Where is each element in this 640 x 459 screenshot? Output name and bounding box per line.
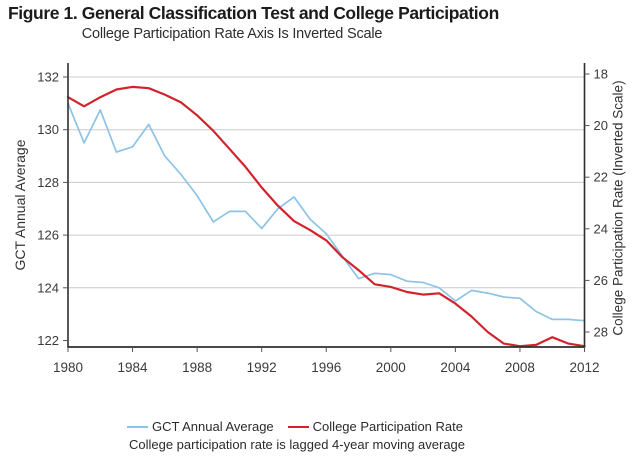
legend-label-gct: GCT Annual Average (152, 419, 274, 434)
x-axis-tick-label: 2004 (440, 360, 471, 375)
x-axis-tick-label: 1996 (311, 360, 341, 375)
right-axis-tick-label: 18 (594, 67, 608, 82)
x-axis-tick-label: 2000 (376, 360, 406, 375)
chart-footnote: College participation rate is lagged 4-y… (128, 437, 466, 452)
left-axis-tick-label: 124 (37, 280, 59, 295)
gct-series-line (67, 102, 586, 322)
figure-title: Figure 1. General Classification Test an… (8, 3, 499, 23)
left-axis-tick-label: 132 (37, 70, 59, 85)
left-axis-tick-label: 130 (37, 122, 59, 137)
cpr-series-line (66, 85, 586, 348)
right-axis-tick-label: 28 (594, 325, 608, 340)
legend-item-gct: GCT Annual Average (127, 419, 274, 434)
chart-canvas: 122 124 126 128 130 132 18 20 22 24 26 28 1980 1984 19… (37, 63, 608, 375)
cpr-line-swatch (287, 425, 309, 428)
x-axis-tick-label: 1984 (118, 360, 149, 375)
left-axis-tick-label: 122 (37, 333, 59, 348)
right-axis-tick-label: 26 (594, 273, 608, 288)
left-axis-tick-label: 126 (37, 228, 59, 243)
x-axis-tick-label: 2012 (569, 360, 599, 375)
x-axis-tick-label: 1992 (247, 360, 277, 375)
x-axis-tick-label: 1988 (182, 360, 212, 375)
right-axis-tick-label: 22 (594, 170, 608, 185)
figure-subtitle: College Participation Rate Axis Is Inver… (81, 26, 383, 42)
chart-legend: GCT Annual Average College Participation… (0, 419, 590, 434)
right-axis-tick-label: 24 (594, 221, 608, 236)
x-axis-tick-label: 2008 (505, 360, 535, 375)
x-axis-tick-label: 1980 (53, 360, 83, 375)
left-axis-tick-label: 128 (37, 175, 59, 190)
legend-item-cpr: College Participation Rate (287, 419, 463, 434)
legend-label-cpr: College Participation Rate (312, 419, 463, 434)
right-axis-tick-label: 20 (594, 118, 608, 133)
gct-line-swatch (127, 425, 148, 428)
